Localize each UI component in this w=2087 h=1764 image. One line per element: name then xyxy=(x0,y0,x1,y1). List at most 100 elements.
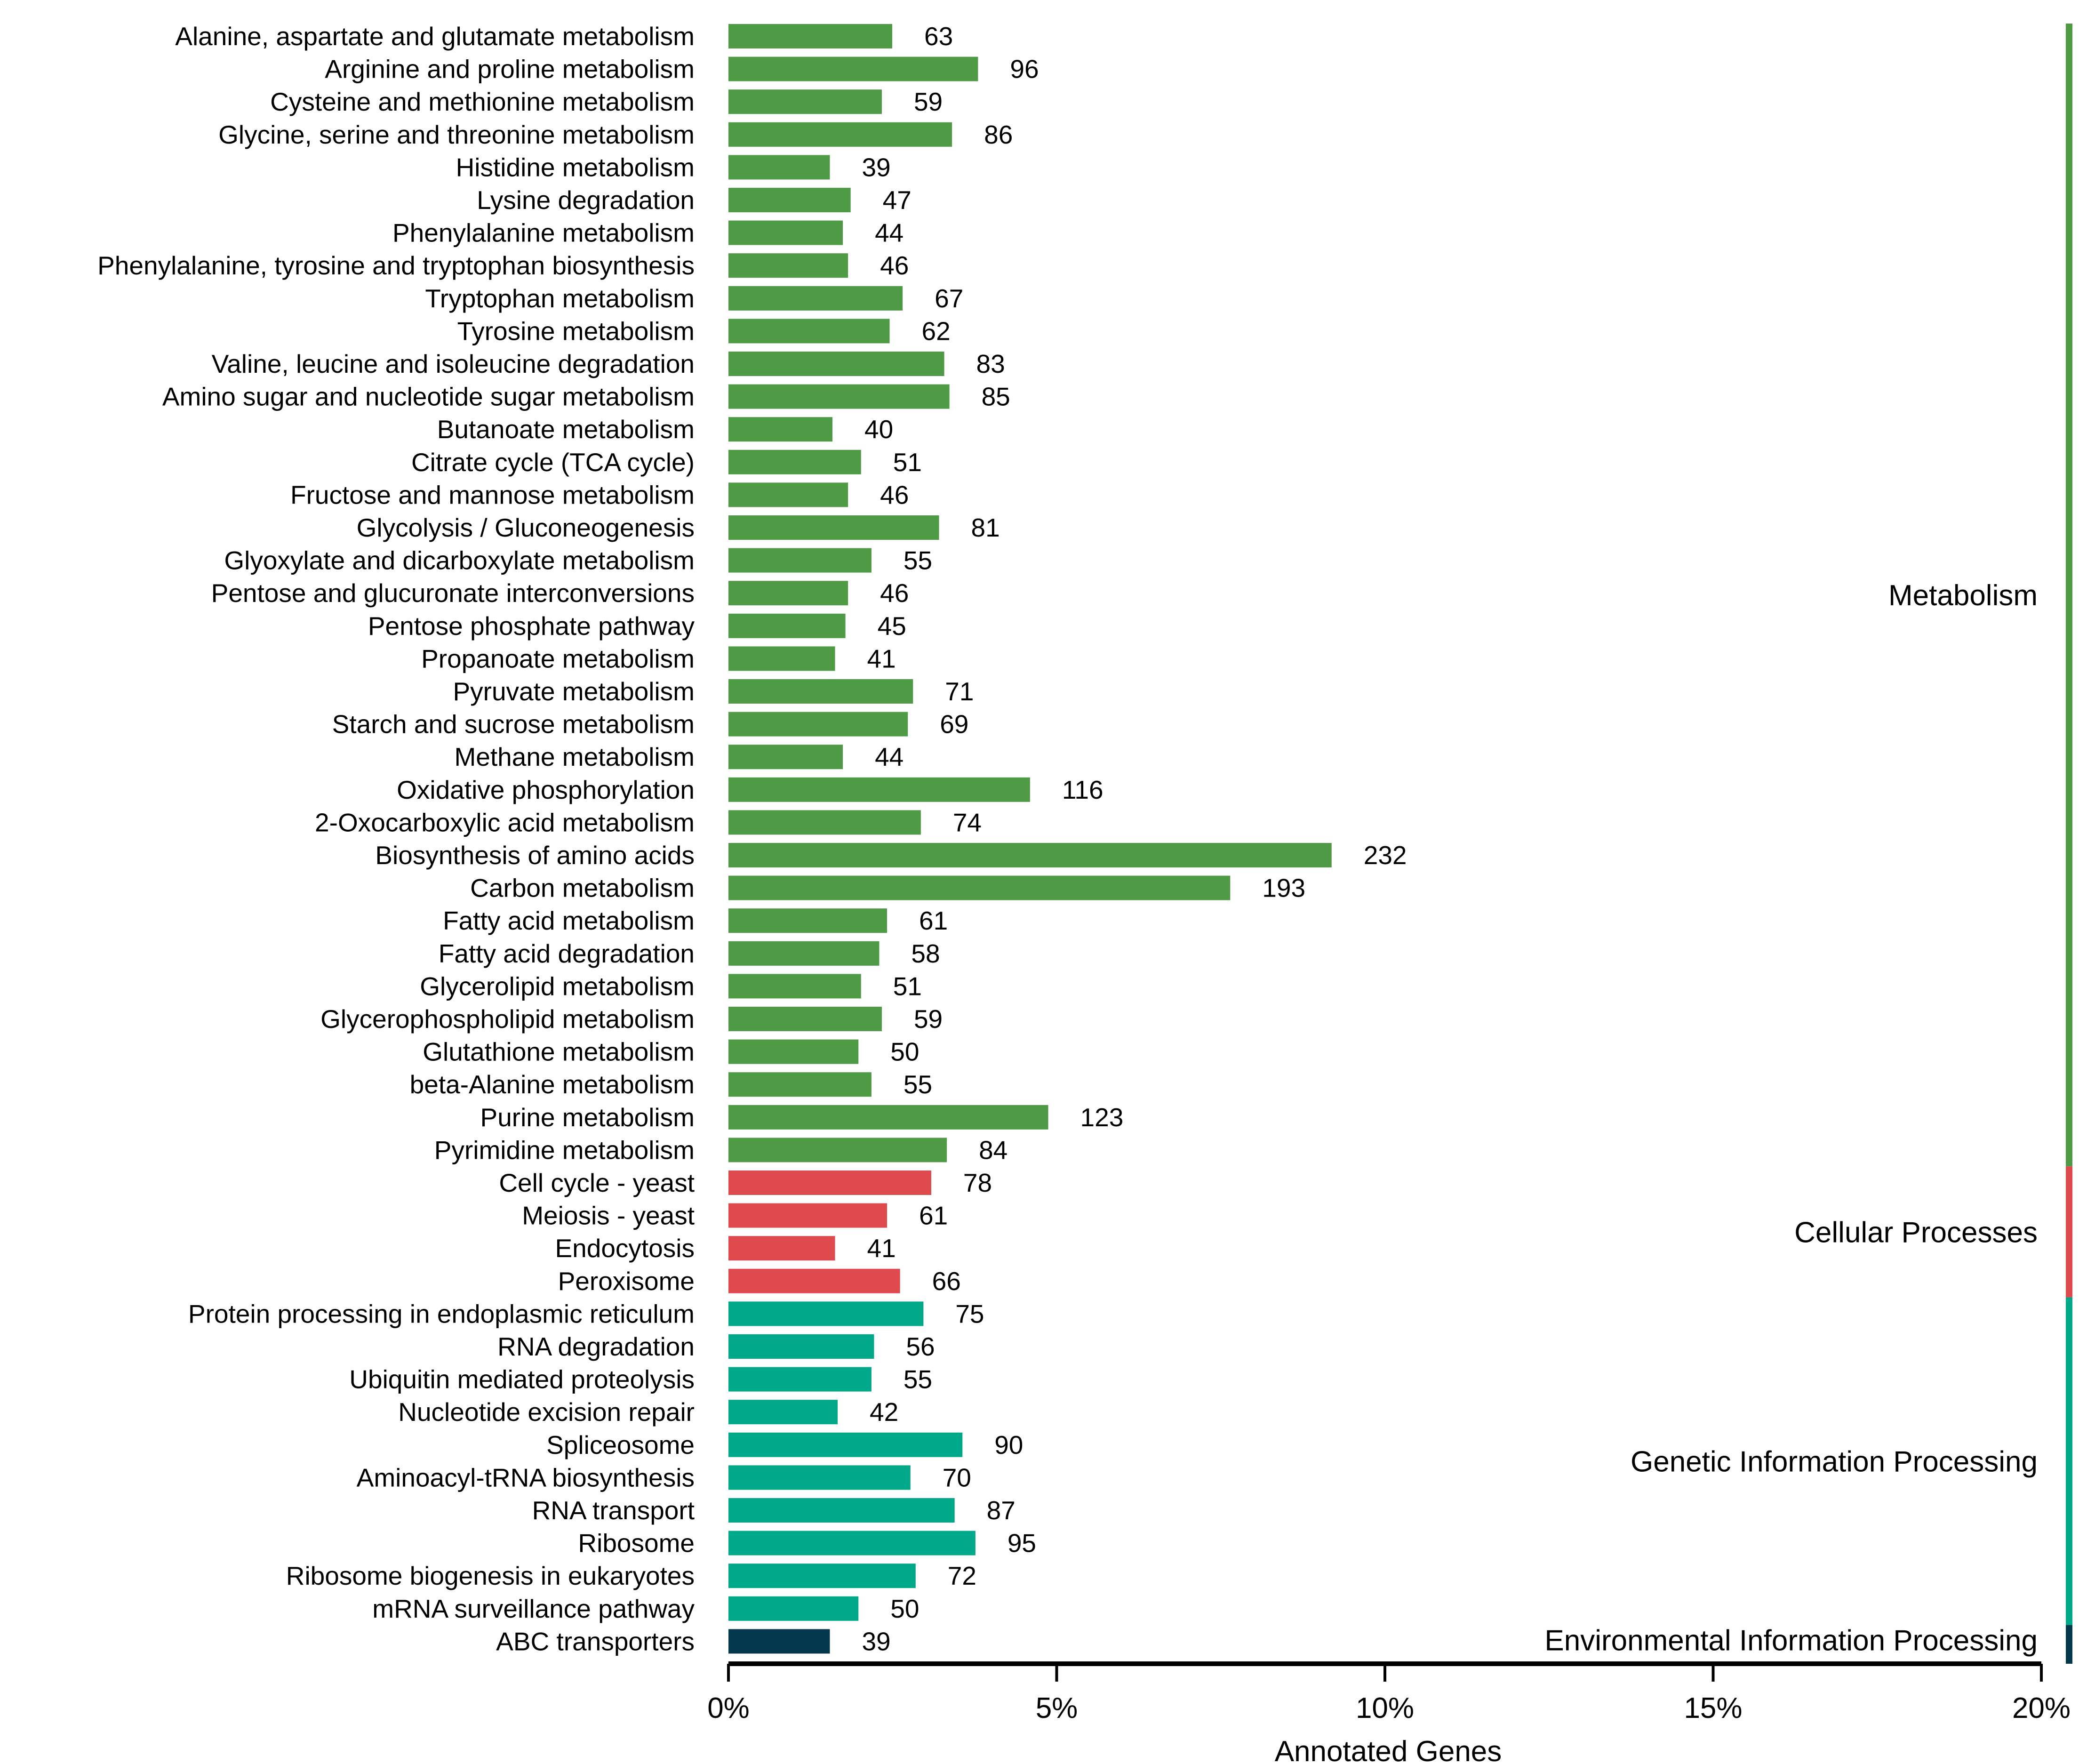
value-label: 86 xyxy=(984,120,1013,149)
bar xyxy=(728,1072,872,1097)
bar xyxy=(728,810,921,835)
category-label: Pyruvate metabolism xyxy=(453,677,695,706)
group-strip xyxy=(2066,1625,2072,1664)
value-label: 232 xyxy=(1364,841,1407,870)
x-tick-label: 0% xyxy=(707,1692,750,1724)
bar xyxy=(728,56,978,81)
value-label: 61 xyxy=(919,906,948,935)
bar xyxy=(728,1432,963,1457)
value-label: 55 xyxy=(904,1365,932,1394)
x-tick-label: 20% xyxy=(2012,1692,2071,1724)
category-label: Arginine and proline metabolism xyxy=(325,55,695,84)
value-label: 55 xyxy=(904,1070,932,1099)
category-label: Cysteine and methionine metabolism xyxy=(270,87,695,116)
category-label: Pentose and glucuronate interconversions xyxy=(211,578,695,608)
category-label: Carbon metabolism xyxy=(470,874,695,903)
category-label: Lysine degradation xyxy=(477,185,695,215)
value-label: 56 xyxy=(906,1332,935,1361)
value-label: 71 xyxy=(945,677,974,706)
value-label: 39 xyxy=(862,1627,890,1656)
bar xyxy=(728,1268,900,1293)
category-label: Fatty acid metabolism xyxy=(443,906,695,935)
x-axis: 0% 5% 10% 15% 20% xyxy=(707,1661,2071,1724)
bar xyxy=(728,1334,874,1359)
category-label: Phenylalanine metabolism xyxy=(392,218,695,248)
x-tick-label: 5% xyxy=(1036,1692,1078,1724)
category-label: RNA degradation xyxy=(497,1332,695,1361)
value-label: 46 xyxy=(880,251,909,280)
group-label: Environmental Information Processing xyxy=(1544,1624,2038,1657)
bar xyxy=(728,1301,924,1326)
bar xyxy=(728,449,861,474)
value-label: 42 xyxy=(870,1397,898,1427)
bar xyxy=(728,1138,947,1163)
bar xyxy=(728,1171,931,1195)
value-label: 47 xyxy=(883,185,912,215)
category-label: Glycolysis / Gluconeogenesis xyxy=(357,513,695,542)
value-label: 45 xyxy=(878,611,906,641)
group-strip xyxy=(2066,1166,2072,1298)
value-label: 69 xyxy=(940,710,968,739)
bar xyxy=(728,1596,859,1621)
bar xyxy=(728,1400,838,1425)
group-labels-layer: Metabolism Cellular Processes Genetic Info… xyxy=(1544,579,2038,1657)
category-label: Purine metabolism xyxy=(480,1103,695,1132)
bar xyxy=(728,417,832,442)
bar xyxy=(728,24,893,48)
category-label: Alanine, aspartate and glutamate metabol… xyxy=(175,22,695,51)
category-label: Spliceosome xyxy=(546,1430,695,1459)
category-label: Tyrosine metabolism xyxy=(457,316,695,345)
value-label: 58 xyxy=(911,939,940,968)
value-label: 90 xyxy=(994,1430,1023,1459)
bar xyxy=(728,843,1332,867)
category-label: Peroxisome xyxy=(558,1267,695,1296)
bar xyxy=(728,515,939,540)
bar xyxy=(728,1629,830,1654)
bar xyxy=(728,548,872,573)
value-label: 72 xyxy=(948,1561,976,1590)
value-label: 95 xyxy=(1008,1529,1036,1558)
category-label: RNA transport xyxy=(532,1496,695,1525)
value-label: 46 xyxy=(880,480,909,509)
value-labels-layer: 6396598639474446676283854051468155464541… xyxy=(862,22,1407,1656)
bar xyxy=(728,1465,911,1490)
bar xyxy=(728,1203,888,1228)
value-label: 66 xyxy=(932,1267,961,1296)
value-label: 83 xyxy=(976,349,1005,378)
category-label: Phenylalanine, tyrosine and tryptophan b… xyxy=(97,251,695,280)
category-label: Meiosis - yeast xyxy=(522,1201,695,1230)
category-label: Glycerophospholipid metabolism xyxy=(320,1004,695,1034)
value-label: 59 xyxy=(914,87,943,116)
category-label: Ribosome biogenesis in eukaryotes xyxy=(286,1561,695,1590)
value-label: 40 xyxy=(864,415,893,444)
group-label: Genetic Information Processing xyxy=(1631,1446,2038,1478)
category-label: Cell cycle - yeast xyxy=(499,1168,695,1197)
bar xyxy=(728,581,848,606)
value-label: 78 xyxy=(963,1168,992,1197)
value-label: 41 xyxy=(867,1234,896,1263)
category-label: Starch and sucrose metabolism xyxy=(332,710,695,739)
bar xyxy=(728,1367,872,1392)
category-label: Glycine, serine and threonine metabolism xyxy=(218,120,695,149)
bar xyxy=(728,319,890,344)
value-label: 70 xyxy=(943,1463,971,1492)
value-label: 123 xyxy=(1080,1103,1124,1132)
category-label: Ubiquitin mediated proteolysis xyxy=(349,1365,695,1394)
bar xyxy=(728,384,950,409)
category-labels-layer: Alanine, aspartate and glutamate metabol… xyxy=(97,22,695,1656)
value-label: 81 xyxy=(971,513,1000,542)
bar xyxy=(728,941,880,966)
value-label: 63 xyxy=(924,22,953,51)
bar xyxy=(728,712,908,737)
category-label: Histidine metabolism xyxy=(456,152,695,182)
bar xyxy=(728,352,944,376)
value-label: 51 xyxy=(893,448,922,477)
category-label: Glyoxylate and dicarboxylate metabolism xyxy=(224,546,695,575)
category-label: ABC transporters xyxy=(496,1627,695,1656)
bar xyxy=(728,1564,916,1588)
x-axis-title: Annotated Genes xyxy=(1275,1735,1502,1764)
value-label: 62 xyxy=(922,316,951,345)
value-label: 74 xyxy=(953,808,982,837)
group-label: Cellular Processes xyxy=(1794,1216,2038,1249)
